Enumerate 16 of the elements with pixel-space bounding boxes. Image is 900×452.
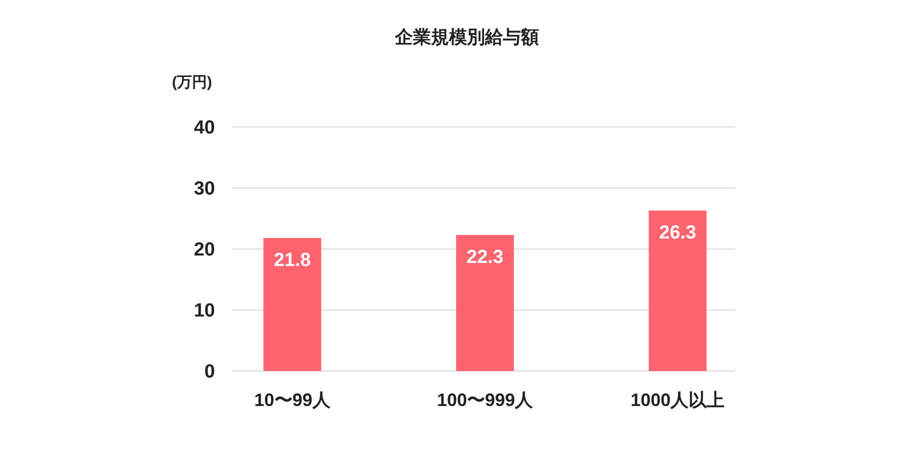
y-axis-title: (万円) (172, 74, 212, 91)
y-tick-label: 40 (194, 118, 215, 139)
chart-title: 企業規模別給与額 (394, 27, 539, 47)
y-tick-label: 30 (194, 178, 215, 200)
bar (648, 210, 707, 371)
x-tick-label: 1000人以上 (630, 390, 725, 410)
y-tick-label: 10 (194, 300, 215, 322)
data-label: 21.8 (274, 250, 311, 272)
bar (456, 234, 514, 371)
data-label: 22.3 (466, 246, 504, 268)
data-label: 26.3 (659, 222, 696, 244)
bar (263, 238, 322, 371)
x-tick-label: 100〜999人 (436, 390, 534, 410)
x-tick-label: 10〜99人 (254, 390, 332, 410)
y-tick-label: 0 (204, 362, 215, 383)
y-tick-label: 20 (194, 240, 215, 261)
